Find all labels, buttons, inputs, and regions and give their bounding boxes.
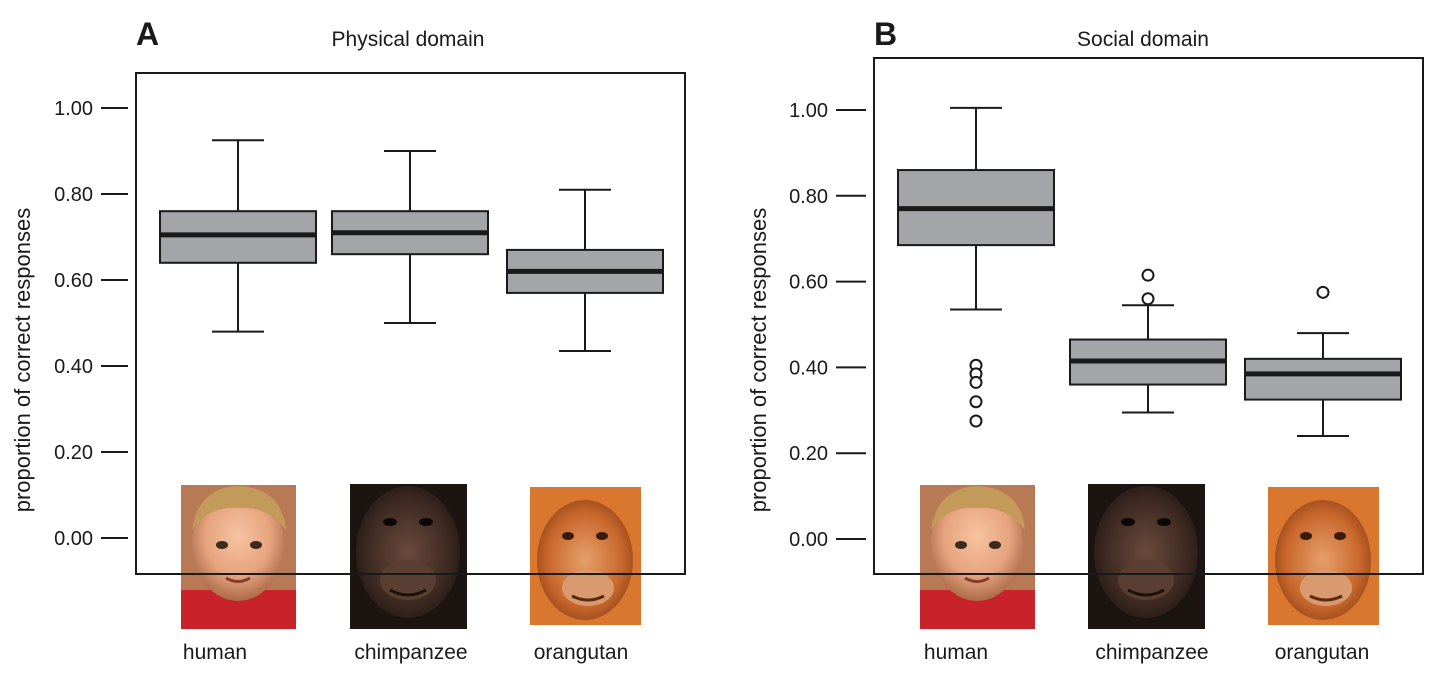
x-tick-label-human: human [183, 641, 247, 664]
x-tick-label-orangutan: orangutan [1275, 641, 1370, 664]
outlier-point [1141, 292, 1155, 306]
human-photo [920, 485, 1035, 629]
x-tick-label-chimpanzee: chimpanzee [354, 641, 467, 664]
plot-frame [135, 72, 686, 575]
plot-frame [873, 57, 1424, 575]
y-tick-label: 0.40 [789, 357, 828, 379]
y-axis-label: proportion of correct responses [10, 208, 35, 513]
box-human [159, 139, 317, 333]
y-tick-label: 0.40 [54, 356, 93, 378]
category-photos [920, 484, 1379, 629]
chart-title: Social domain [1077, 28, 1209, 51]
box-plots [897, 106, 1402, 438]
y-tick-label: 0.80 [54, 184, 93, 206]
x-tick-label-human: human [924, 641, 988, 664]
box-chimpanzee [331, 150, 489, 324]
box-orangutan [1244, 285, 1402, 438]
panel-label: B [874, 16, 897, 52]
chimpanzee-photo [350, 484, 467, 629]
outlier-point [969, 375, 983, 389]
human-photo [181, 485, 296, 629]
x-tick-label-chimpanzee: chimpanzee [1095, 641, 1208, 664]
y-ticks: 1.00 0.80 0.60 0.40 0.20 0.00 [789, 100, 866, 551]
y-tick-label: 1.00 [789, 100, 828, 122]
y-tick-label: 1.00 [54, 98, 93, 120]
outlier-point [1316, 285, 1330, 299]
panel-label: A [136, 16, 159, 52]
y-tick-label: 0.60 [54, 270, 93, 292]
y-tick-label: 0.00 [54, 528, 93, 550]
category-photos [181, 484, 641, 629]
x-tick-label-orangutan: orangutan [534, 641, 629, 664]
outlier-point [969, 395, 983, 409]
box-orangutan [506, 188, 664, 352]
y-axis-label: proportion of correct responses [746, 208, 771, 513]
y-tick-label: 0.80 [789, 186, 828, 208]
orangutan-photo [530, 487, 641, 625]
y-tick-label: 0.00 [789, 529, 828, 551]
y-tick-label: 0.60 [789, 272, 828, 294]
panel-a: A Physical domain proportion of correct … [10, 16, 686, 664]
box-plots [159, 139, 664, 352]
outlier-point [969, 414, 983, 428]
orangutan-photo [1268, 487, 1379, 625]
box-chimpanzee [1069, 268, 1227, 414]
box-human [897, 106, 1055, 428]
iqr-box [1244, 357, 1402, 401]
y-tick-label: 0.20 [54, 442, 93, 464]
y-tick-label: 0.20 [789, 443, 828, 465]
y-ticks: 1.00 0.80 0.60 0.40 0.20 0.00 [54, 98, 128, 550]
chart-title: Physical domain [332, 28, 485, 51]
outlier-point [1141, 268, 1155, 282]
chimpanzee-photo [1088, 484, 1205, 629]
panel-b: B Social domain proportion of correct re… [746, 16, 1424, 664]
